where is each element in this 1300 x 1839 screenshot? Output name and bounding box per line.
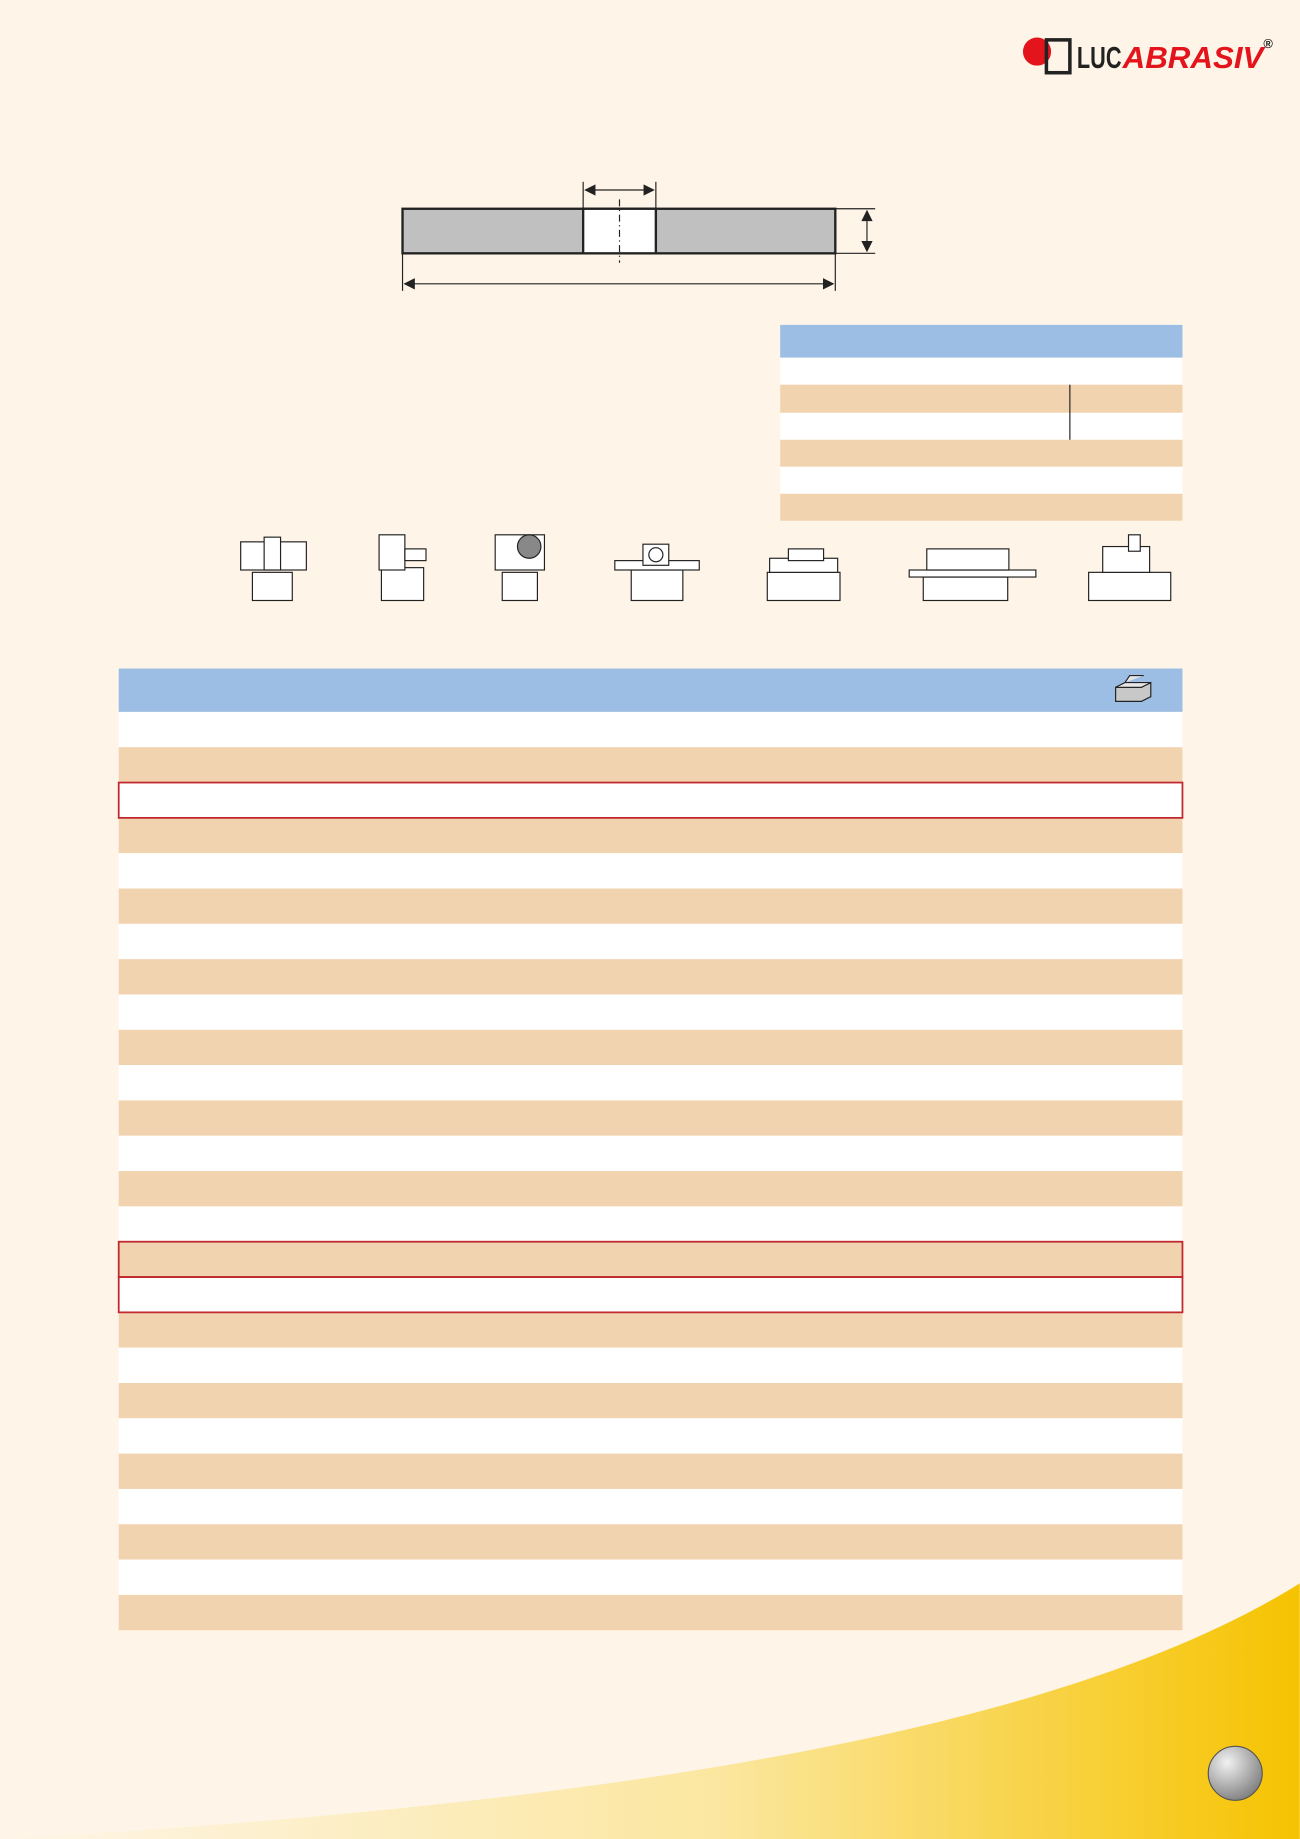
machine-wheel — [516, 534, 542, 559]
table-row — [118, 1488, 1183, 1525]
table-row — [118, 1418, 1183, 1454]
machine-part — [630, 569, 684, 602]
machine-part — [263, 536, 282, 571]
wheel-drawing — [401, 181, 876, 291]
table-header — [780, 324, 1183, 358]
package-lid — [1115, 674, 1152, 688]
table-row — [118, 1029, 1183, 1066]
table-row — [118, 1277, 1183, 1313]
table-row — [118, 1135, 1183, 1172]
machine-part — [251, 571, 293, 602]
machine-part — [787, 548, 825, 562]
logo-mark: ® — [1263, 36, 1273, 51]
machine-part — [926, 548, 1010, 571]
table-row — [118, 1241, 1183, 1278]
highlight-row — [117, 781, 1184, 819]
machine-wheel — [648, 547, 664, 563]
machine-icons — [240, 534, 1172, 602]
table-row — [118, 1594, 1183, 1631]
spec-table — [780, 324, 1183, 521]
table-row — [118, 1559, 1183, 1595]
page-badge — [1207, 1745, 1263, 1801]
machine-part — [1088, 571, 1172, 602]
machine-part — [404, 548, 427, 562]
machine-part — [1102, 545, 1151, 573]
machine-part — [501, 571, 538, 602]
table-row — [780, 384, 1183, 413]
table-row — [118, 817, 1183, 854]
logo-product: ABRASIV — [1122, 41, 1266, 75]
table-row — [118, 1171, 1183, 1207]
table-row — [118, 853, 1183, 889]
arrow — [403, 278, 835, 290]
table-row — [118, 1206, 1183, 1242]
arrow — [861, 209, 873, 253]
table-row — [780, 412, 1183, 440]
product-table — [117, 668, 1184, 1631]
table-row — [118, 711, 1183, 748]
package-icon — [1115, 674, 1152, 702]
table-header — [118, 668, 1183, 712]
table-row — [118, 1453, 1183, 1489]
table-row — [780, 466, 1183, 494]
table-row — [118, 1382, 1183, 1419]
table-row — [118, 923, 1183, 960]
logo-circle — [1022, 37, 1052, 66]
logo-brand: LUC — [1077, 41, 1122, 75]
table-row — [780, 439, 1183, 467]
table-row — [118, 1524, 1183, 1560]
table-row — [118, 782, 1183, 818]
logo-frame — [1044, 38, 1072, 75]
table-row — [780, 357, 1183, 385]
table-row — [118, 1347, 1183, 1383]
machine-part — [378, 534, 406, 571]
table-row — [780, 493, 1183, 521]
corner-swoosh — [0, 1583, 1300, 1839]
machine-part — [1127, 534, 1141, 552]
machine-part — [766, 571, 841, 602]
table-row — [118, 1100, 1183, 1136]
logo: LUC ABRASIV ® — [1022, 36, 1273, 75]
table-row — [118, 994, 1183, 1030]
table-row — [118, 1312, 1183, 1348]
arrow — [584, 184, 655, 196]
machine-part — [380, 567, 425, 602]
highlight-row — [117, 1276, 1184, 1314]
table-row — [118, 888, 1183, 924]
table-row — [118, 747, 1183, 783]
machine-part — [908, 569, 1037, 578]
table-row — [118, 1065, 1183, 1101]
machine-part — [922, 576, 1009, 602]
table-row — [118, 959, 1183, 995]
